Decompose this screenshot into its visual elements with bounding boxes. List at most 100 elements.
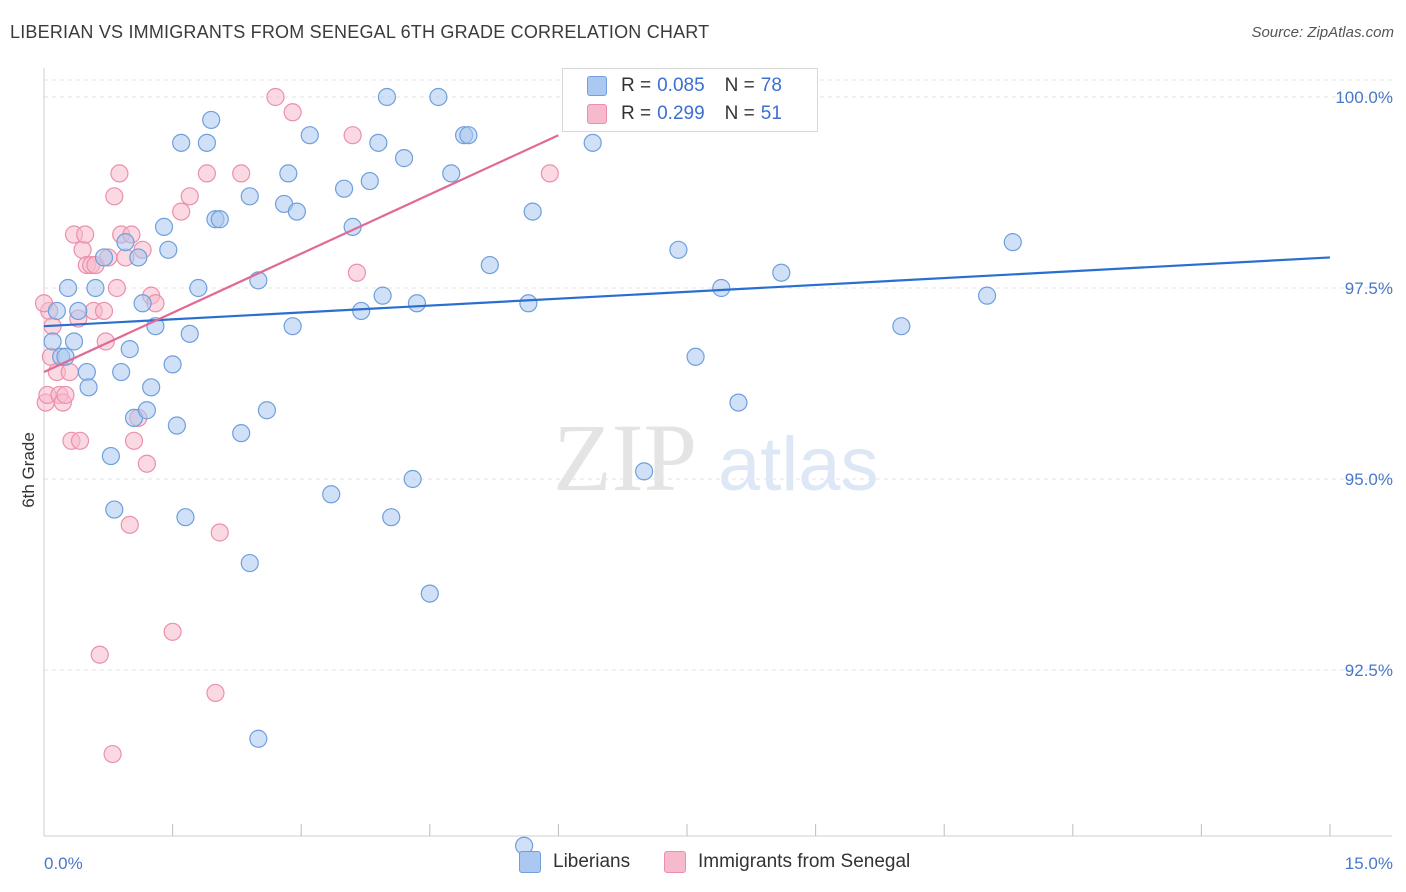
senegal-point <box>163 622 182 641</box>
liberian-point <box>279 164 298 183</box>
senegal-point <box>73 240 92 259</box>
bottom-swatch-pink <box>664 851 686 873</box>
liberian-point <box>176 508 195 527</box>
legend-n-label: N = <box>724 103 755 124</box>
liberian-point <box>172 133 191 152</box>
bottom-legend-label: Immigrants from Senegal <box>698 851 911 872</box>
x-tick-label: 15.0% <box>1345 854 1393 873</box>
bottom-legend-label: Liberians <box>553 851 631 872</box>
senegal-points <box>34 87 559 764</box>
liberian-point <box>120 340 139 359</box>
liberian-point <box>142 378 161 397</box>
liberian-point <box>249 729 268 748</box>
x-tick-label: 0.0% <box>44 854 83 873</box>
senegal-point <box>210 523 229 542</box>
y-tick-label: 100.0% <box>1335 88 1393 107</box>
senegal-point <box>197 164 216 183</box>
liberian-point <box>352 301 371 321</box>
liberian-point <box>420 584 439 603</box>
x-tick-labels: 0.0% 15.0% <box>44 854 1393 873</box>
liberian-point <box>669 240 688 259</box>
liberian-point <box>712 278 731 298</box>
senegal-point <box>343 126 362 145</box>
senegal-point <box>347 263 367 282</box>
legend-n-value: 51 <box>760 103 782 124</box>
liberian-point <box>116 233 135 252</box>
liberian-point <box>257 401 277 420</box>
liberian-point <box>686 347 705 366</box>
liberian-point <box>112 362 131 382</box>
liberian-point <box>635 462 654 481</box>
liberian-point <box>369 133 388 152</box>
senegal-point <box>283 103 302 122</box>
senegal-point <box>180 187 199 206</box>
liberian-point <box>101 446 120 466</box>
bottom-legend-senegal: Immigrants from Senegal <box>664 851 910 873</box>
liberian-point <box>154 217 174 236</box>
liberian-point <box>334 179 354 198</box>
liberian-point <box>69 301 88 321</box>
liberian-point <box>519 294 538 313</box>
liberian-point <box>105 500 124 519</box>
liberian-point <box>197 133 216 152</box>
watermark-zip: ZIP <box>553 404 697 511</box>
bottom-swatch-blue <box>519 851 541 873</box>
y-axis-label: 6th Grade <box>19 432 38 508</box>
stats-legend: R = 0.085 N = 78 R = 0.299 N = 51 <box>562 68 818 132</box>
liberian-point <box>429 87 448 107</box>
liberian-point <box>360 171 379 191</box>
chart-title: LIBERIAN VS IMMIGRANTS FROM SENEGAL 6TH … <box>10 22 710 42</box>
liberian-point <box>373 286 392 305</box>
liberian-point <box>1003 233 1022 252</box>
liberian-point <box>480 255 499 275</box>
liberian-point <box>403 469 422 489</box>
senegal-point <box>76 225 95 244</box>
senegal-point <box>172 202 191 221</box>
trend-lines <box>43 134 1331 374</box>
liberian-point <box>43 332 62 351</box>
liberian-point <box>232 424 251 443</box>
liberian-point <box>47 301 66 321</box>
y-tick-label: 92.5% <box>1345 661 1393 680</box>
liberian-point <box>382 508 401 527</box>
liberian-point <box>377 87 397 107</box>
y-tick-label: 95.0% <box>1345 470 1393 489</box>
legend-r-label: R = <box>621 103 652 124</box>
liberian-point <box>137 401 156 420</box>
senegal-point <box>94 301 114 321</box>
senegal-point <box>60 362 79 382</box>
liberian-point <box>129 248 148 267</box>
liberian-points <box>43 87 1022 855</box>
y-tick-label: 97.5% <box>1345 279 1393 298</box>
senegal-point <box>90 645 109 664</box>
liberian-point <box>202 110 221 130</box>
liberian-point <box>459 126 478 145</box>
liberian-point <box>180 324 199 343</box>
senegal-point <box>540 164 559 183</box>
senegal-point <box>56 385 75 405</box>
liberian-point <box>159 240 178 259</box>
senegal-point <box>137 454 156 473</box>
senegal-point <box>70 431 90 450</box>
liberian-point <box>94 248 114 267</box>
liberian-point <box>210 210 229 229</box>
liberian-point <box>407 294 427 313</box>
liberian-point <box>283 317 302 336</box>
bottom-legend-liberians: Liberians <box>519 851 630 873</box>
liberian-point <box>79 378 98 397</box>
liberian-point <box>86 278 105 298</box>
axes-layer <box>43 68 1392 837</box>
legend-r-label: R = <box>621 75 652 96</box>
legend-n-value: 78 <box>760 75 782 96</box>
liberian-point <box>583 133 602 152</box>
legend-swatch-blue <box>587 76 607 96</box>
y-tick-labels: 100.0% 97.5% 95.0% 92.5% <box>1335 88 1393 680</box>
legend-row-liberians: R = 0.085 N = 78 <box>587 74 782 98</box>
liberian-point <box>772 263 791 282</box>
liberian-point <box>77 362 96 382</box>
liberian-point <box>189 278 208 298</box>
senegal-point <box>107 278 126 298</box>
liberian-point <box>240 553 259 573</box>
liberian-point <box>892 317 911 336</box>
